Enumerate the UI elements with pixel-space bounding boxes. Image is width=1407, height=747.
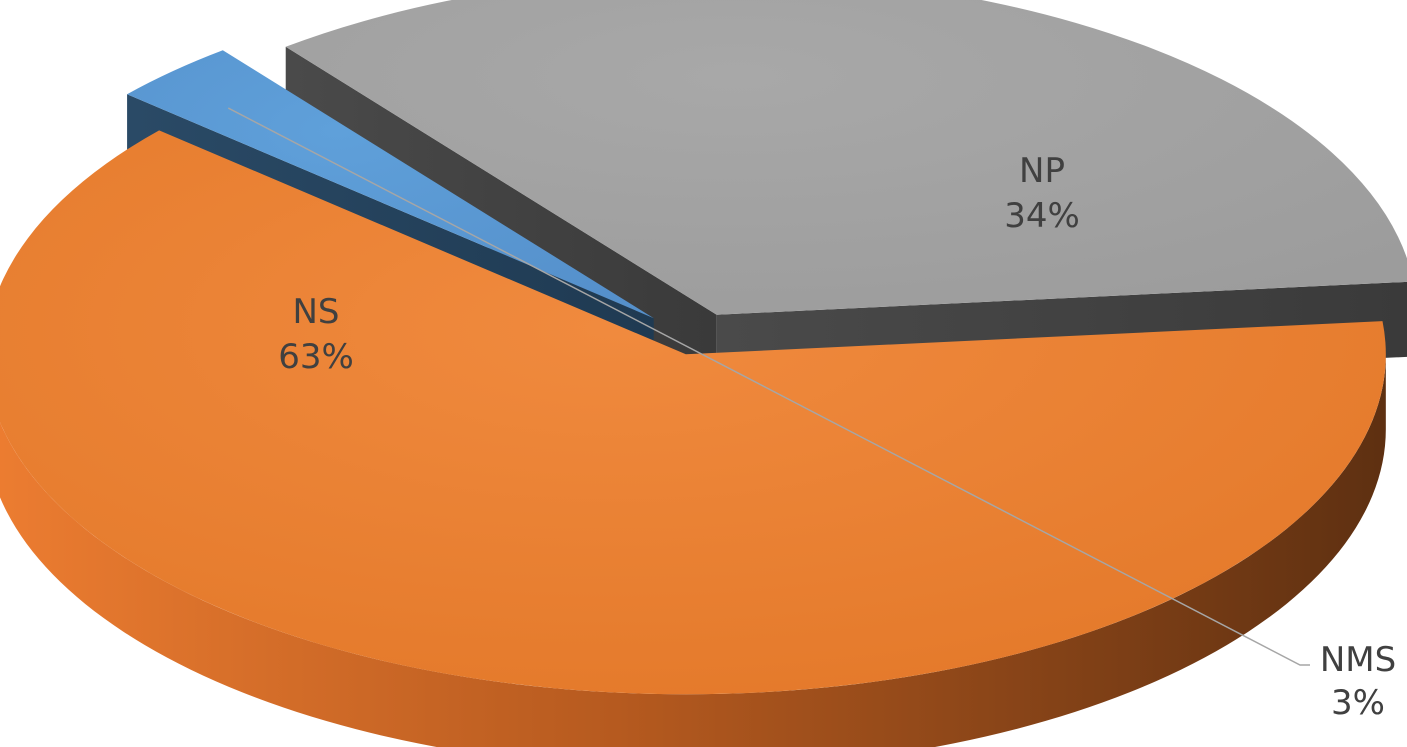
data-label-category-ns: NS: [292, 292, 339, 332]
pie-slice-np[interactable]: [285, 0, 1407, 315]
data-label-value-nms: 3%: [1331, 683, 1385, 723]
slice-side-ns: [0, 354, 1386, 747]
data-label-category-nms: NMS: [1320, 640, 1396, 680]
data-label-category-np: NP: [1019, 151, 1065, 191]
data-label-value-ns: 63%: [278, 337, 354, 377]
leader-line-nms: [227, 107, 1310, 666]
pie-slice-ns[interactable]: [0, 130, 1386, 695]
data-label-value-np: 34%: [1004, 196, 1080, 236]
pie-slice-nms[interactable]: [127, 50, 654, 319]
